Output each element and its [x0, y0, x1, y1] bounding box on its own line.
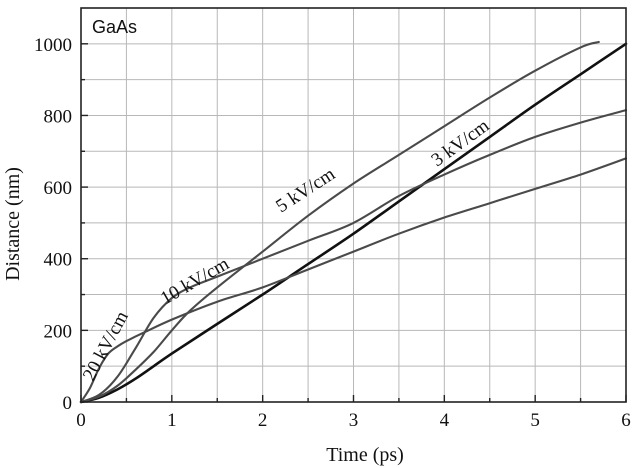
curve-label-5-kv-cm: 5 kV/cm	[272, 164, 339, 218]
axis-ticks: 0 1 2 3 4 5 6 0 200 400 600 800 1000	[34, 35, 631, 431]
x-tick-label: 1	[167, 410, 177, 431]
x-tick-label: 4	[440, 410, 450, 431]
series-line-20-kv-cm	[79, 157, 628, 404]
x-axis-label: Time (ps)	[326, 444, 404, 466]
x-tick-label: 5	[530, 410, 540, 431]
x-tick-label: 2	[258, 410, 268, 431]
y-tick-label: 800	[44, 106, 73, 127]
y-tick-label: 600	[44, 178, 73, 199]
x-tick-label: 3	[349, 410, 359, 431]
y-tick-label: 200	[44, 321, 73, 342]
curve-label-3-kv-cm: 3 kV/cm	[428, 115, 494, 171]
series-line-10-kv-cm	[79, 109, 628, 404]
inset-title: GaAs	[92, 17, 137, 37]
grid	[81, 8, 626, 402]
y-axis-label: Distance (nm)	[2, 167, 24, 281]
series-layer	[79, 40, 628, 404]
y-tick-label: 400	[44, 250, 73, 271]
series-line-5-kv-cm	[79, 40, 600, 404]
y-tick-label: 0	[63, 393, 73, 414]
y-tick-label: 1000	[34, 35, 72, 56]
x-tick-label: 6	[621, 410, 631, 431]
curve-label-20-kv-cm: 20 kV/cm	[79, 308, 133, 385]
x-tick-label: 0	[76, 410, 86, 431]
